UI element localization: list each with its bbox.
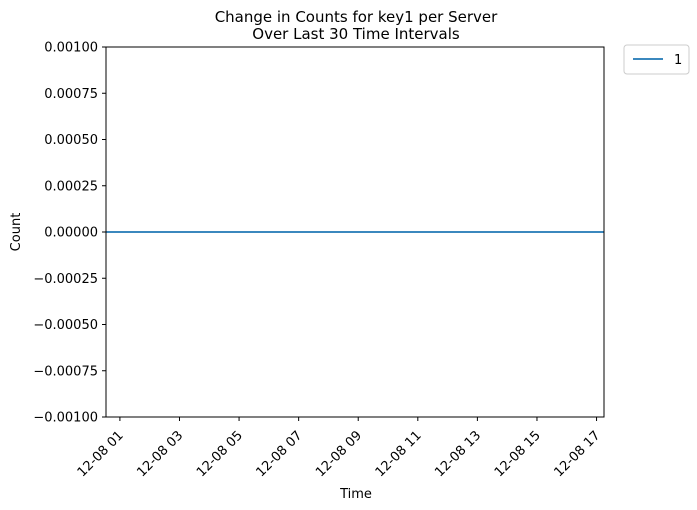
chart-title: Change in Counts for key1 per Server Ove… (215, 8, 498, 43)
y-tick-label: −0.00075 (33, 364, 98, 379)
x-tick-label: 12-08 07 (254, 428, 306, 480)
x-tick-label: 12-08 09 (313, 428, 365, 480)
y-tick-label: 0.00100 (44, 41, 98, 56)
x-axis: 12-08 01 12-08 03 12-08 05 12-08 07 12-08 09… (75, 417, 603, 480)
y-tick-label: 0.00075 (44, 87, 98, 102)
chart-title-line-1: Change in Counts for key1 per Server (215, 8, 498, 26)
y-tick-label: −0.00025 (33, 272, 98, 287)
y-tick-label: −0.00100 (33, 411, 98, 426)
x-axis-label: Time (339, 487, 372, 502)
y-tick-label: 0.00050 (44, 133, 98, 148)
x-tick-label: 12-08 03 (134, 428, 186, 480)
y-tick-label: 0.00025 (44, 179, 98, 194)
y-tick-label: 0.00000 (44, 226, 98, 241)
legend: 1 (623, 44, 690, 75)
y-tick-label: −0.00050 (33, 318, 98, 333)
x-tick-label: 12-08 15 (492, 428, 544, 480)
x-tick-label: 12-08 11 (373, 428, 425, 480)
x-tick-label: 12-08 17 (551, 428, 603, 480)
x-tick-label: 12-08 13 (432, 428, 484, 480)
y-axis-label: Count (9, 213, 24, 252)
chart-title-line-2: Over Last 30 Time Intervals (252, 25, 460, 43)
y-axis: 0.00100 0.00075 0.00050 0.00025 0.00000 −0.00… (33, 41, 106, 426)
x-tick-label: 12-08 01 (75, 428, 127, 480)
x-tick-label: 12-08 05 (194, 428, 246, 480)
legend-label-series-1: 1 (674, 53, 682, 68)
